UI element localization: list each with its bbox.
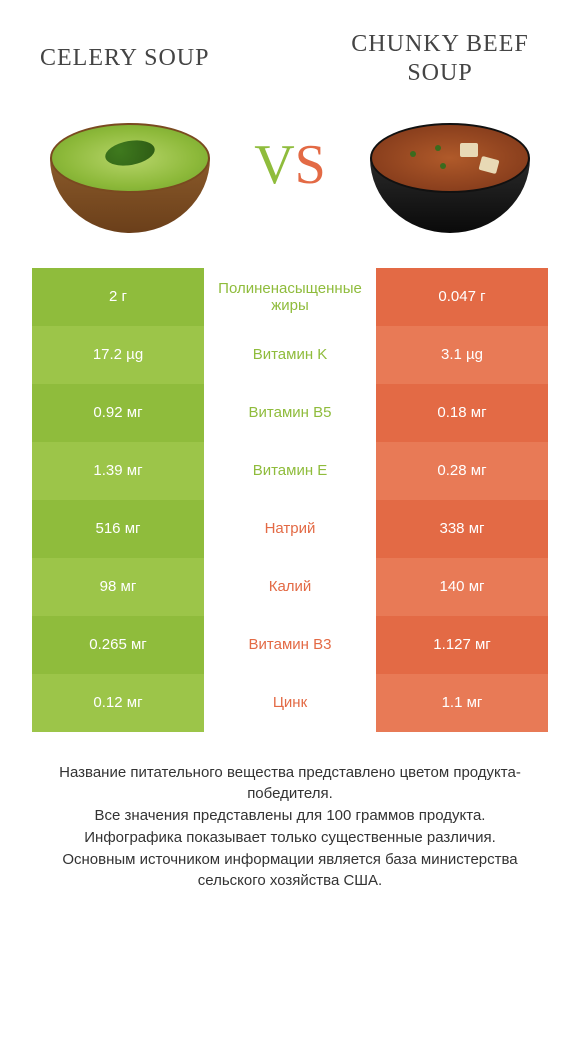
title-left: CELERY SOUP [40,45,260,72]
table-row: 516 мгНатрий338 мг [32,500,548,558]
beef-soup-image [360,108,540,248]
cell-left-value: 0.92 мг [32,384,204,442]
cell-right-value: 3.1 µg [376,326,548,384]
footer-line: Основным источником информации является … [30,849,550,893]
cell-left-value: 17.2 µg [32,326,204,384]
table-row: 1.39 мгВитамин E0.28 мг [32,442,548,500]
footer-line: Все значения представлены для 100 граммо… [30,805,550,827]
celery-soup-image [40,108,220,248]
cell-nutrient-label: Калий [204,558,376,616]
cell-nutrient-label: Цинк [204,674,376,732]
cell-left-value: 1.39 мг [32,442,204,500]
table-row: 98 мгКалий140 мг [32,558,548,616]
cell-left-value: 516 мг [32,500,204,558]
cell-right-value: 1.1 мг [376,674,548,732]
cell-right-value: 0.28 мг [376,442,548,500]
cell-right-value: 0.047 г [376,268,548,326]
table-row: 17.2 µgВитамин K3.1 µg [32,326,548,384]
cell-nutrient-label: Витамин K [204,326,376,384]
cell-nutrient-label: Полиненасыщенные жиры [204,268,376,326]
cell-nutrient-label: Витамин E [204,442,376,500]
footer-line: Инфографика показывает только существенн… [30,827,550,849]
cell-right-value: 140 мг [376,558,548,616]
vs-s: S [295,134,326,196]
header: CELERY SOUP CHUNKY BEEF SOUP [0,0,580,98]
images-row: VS [0,98,580,268]
cell-nutrient-label: Витамин B5 [204,384,376,442]
title-right: CHUNKY BEEF SOUP [340,30,540,88]
footer-notes: Название питательного вещества представл… [0,732,580,893]
cell-left-value: 2 г [32,268,204,326]
table-row: 2 гПолиненасыщенные жиры0.047 г [32,268,548,326]
cell-left-value: 0.12 мг [32,674,204,732]
vs-label: VS [254,133,326,197]
table-row: 0.265 мгВитамин B31.127 мг [32,616,548,674]
footer-line: Название питательного вещества представл… [30,762,550,806]
table-row: 0.92 мгВитамин B50.18 мг [32,384,548,442]
cell-right-value: 0.18 мг [376,384,548,442]
table-row: 0.12 мгЦинк1.1 мг [32,674,548,732]
cell-nutrient-label: Витамин B3 [204,616,376,674]
cell-left-value: 98 мг [32,558,204,616]
comparison-table: 2 гПолиненасыщенные жиры0.047 г17.2 µgВи… [0,268,580,732]
cell-left-value: 0.265 мг [32,616,204,674]
vs-v: V [254,134,294,196]
cell-right-value: 1.127 мг [376,616,548,674]
cell-nutrient-label: Натрий [204,500,376,558]
cell-right-value: 338 мг [376,500,548,558]
